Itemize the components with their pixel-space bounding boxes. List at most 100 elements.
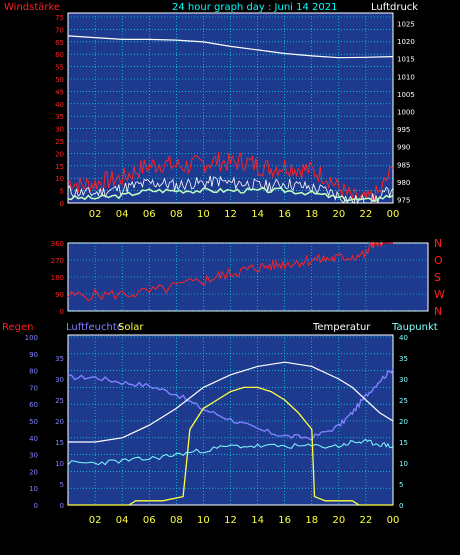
rain-tick-label: 50 (29, 418, 38, 426)
hour-tick-label: 06 (143, 209, 156, 220)
temperature-line (68, 361, 394, 443)
pressure-tick-label: 1020 (397, 38, 415, 46)
pressure-tick-label: 1010 (397, 73, 415, 81)
pressure-tick-label: 1015 (397, 56, 415, 64)
hour-tick-label: 08 (170, 515, 183, 526)
direction-tick-label: 360 (51, 240, 64, 248)
hour-tick-label: 20 (332, 209, 345, 220)
wind-tick-label: 5 (60, 188, 64, 196)
wind-axis-label: Windstärke (4, 2, 60, 13)
pressure-tick-label: 980 (397, 179, 410, 187)
humidity-tick-label: 35 (55, 355, 64, 363)
dewpoint-tick-label: 5 (399, 481, 403, 489)
wind-tick-label: 10 (55, 175, 64, 183)
wind-tick-label: 75 (55, 14, 64, 22)
hour-tick-label: 20 (332, 515, 345, 526)
wind-tick-label: 15 (55, 163, 64, 171)
hour-tick-label: 12 (224, 515, 237, 526)
direction-line (67, 242, 394, 302)
rain-tick-label: 70 (29, 384, 38, 392)
rain-tick-label: 30 (29, 452, 38, 460)
hour-tick-label: 12 (224, 209, 237, 220)
hour-tick-label: 22 (360, 515, 373, 526)
wind-tick-label: 50 (55, 76, 64, 84)
hour-tick-label: 22 (360, 209, 373, 220)
hour-tick-label: 06 (143, 515, 156, 526)
hour-tick-label: 16 (278, 515, 291, 526)
wind-tick-label: 65 (55, 39, 64, 47)
hour-tick-label: 18 (305, 515, 318, 526)
dewpoint-axis-label: Taupunkt (391, 322, 438, 333)
compass-tick-label: W (434, 288, 445, 301)
pressure-tick-label: 990 (397, 144, 410, 152)
direction-tick-label: 180 (51, 274, 64, 282)
temperature-humidity-panel: Regen Luftfeuchte Solar Temperatur Taupu… (2, 322, 438, 526)
hour-tick-label: 00 (387, 515, 400, 526)
dewpoint-tick-label: 40 (399, 334, 408, 342)
wind-tick-label: 25 (55, 138, 64, 146)
dewpoint-tick-label: 25 (399, 397, 408, 405)
pressure-tick-label: 995 (397, 126, 410, 134)
hour-tick-label: 14 (251, 209, 264, 220)
pressure-tick-label: 1000 (397, 109, 415, 117)
wind-tick-label: 35 (55, 113, 64, 121)
humidity-tick-label: 10 (55, 460, 64, 468)
wind-tick-label: 30 (55, 126, 64, 134)
dewpoint-tick-label: 35 (399, 355, 408, 363)
dewpoint-tick-label: 10 (399, 460, 408, 468)
hour-tick-label: 18 (305, 209, 318, 220)
gust-line (67, 152, 394, 204)
wind-tick-label: 55 (55, 64, 64, 72)
hour-tick-label: 00 (387, 209, 400, 220)
hour-tick-label: 02 (89, 209, 102, 220)
direction-tick-label: 270 (51, 257, 64, 265)
compass-tick-label: S (434, 271, 441, 284)
direction-tick-label: 0 (60, 308, 64, 316)
dewpoint-line (67, 438, 394, 466)
dewpoint-tick-label: 0 (399, 502, 403, 510)
wind-avg-line (67, 187, 394, 202)
pressure-tick-label: 975 (397, 196, 410, 204)
wind-tick-label: 40 (55, 101, 64, 109)
compass-tick-label: N (434, 237, 442, 250)
dewpoint-tick-label: 30 (399, 376, 408, 384)
wind-tick-label: 60 (55, 51, 64, 59)
humidity-line (67, 368, 394, 442)
hour-tick-label: 16 (278, 209, 291, 220)
rain-tick-label: 90 (29, 351, 38, 359)
solar-label: Solar (118, 322, 144, 333)
pressure-tick-label: 985 (397, 161, 410, 169)
hour-tick-label: 04 (116, 209, 129, 220)
pressure-line (67, 35, 394, 59)
pressure-tick-label: 1025 (397, 21, 415, 29)
hour-tick-label: 02 (89, 515, 102, 526)
rain-tick-label: 0 (34, 502, 38, 510)
temperature-label: Temperatur (312, 322, 371, 333)
rain-tick-label: 40 (29, 435, 38, 443)
wind-tick-label: 45 (55, 88, 64, 96)
rain-tick-label: 10 (29, 485, 38, 493)
pressure-tick-label: 1005 (397, 91, 415, 99)
wind-plot-area (67, 12, 394, 204)
dewpoint-tick-label: 20 (399, 418, 408, 426)
dewpoint-tick-label: 15 (399, 439, 408, 447)
hour-tick-label: 04 (116, 515, 129, 526)
humidity-tick-label: 15 (55, 439, 64, 447)
rain-tick-label: 80 (29, 368, 38, 376)
hour-tick-label: 08 (170, 209, 183, 220)
compass-tick-label: N (434, 305, 442, 318)
compass-tick-label: O (434, 254, 443, 267)
direction-tick-label: 90 (55, 291, 64, 299)
solar-line (68, 386, 393, 506)
humidity-tick-label: 5 (60, 481, 64, 489)
wind-tick-label: 20 (55, 150, 64, 158)
wind-tick-label: 0 (60, 200, 64, 208)
rain-axis-label: Regen (2, 322, 34, 333)
hour-tick-label: 10 (197, 209, 210, 220)
rain-tick-label: 100 (25, 334, 38, 342)
wind-tick-label: 70 (55, 26, 64, 34)
humidity-tick-label: 20 (55, 418, 64, 426)
